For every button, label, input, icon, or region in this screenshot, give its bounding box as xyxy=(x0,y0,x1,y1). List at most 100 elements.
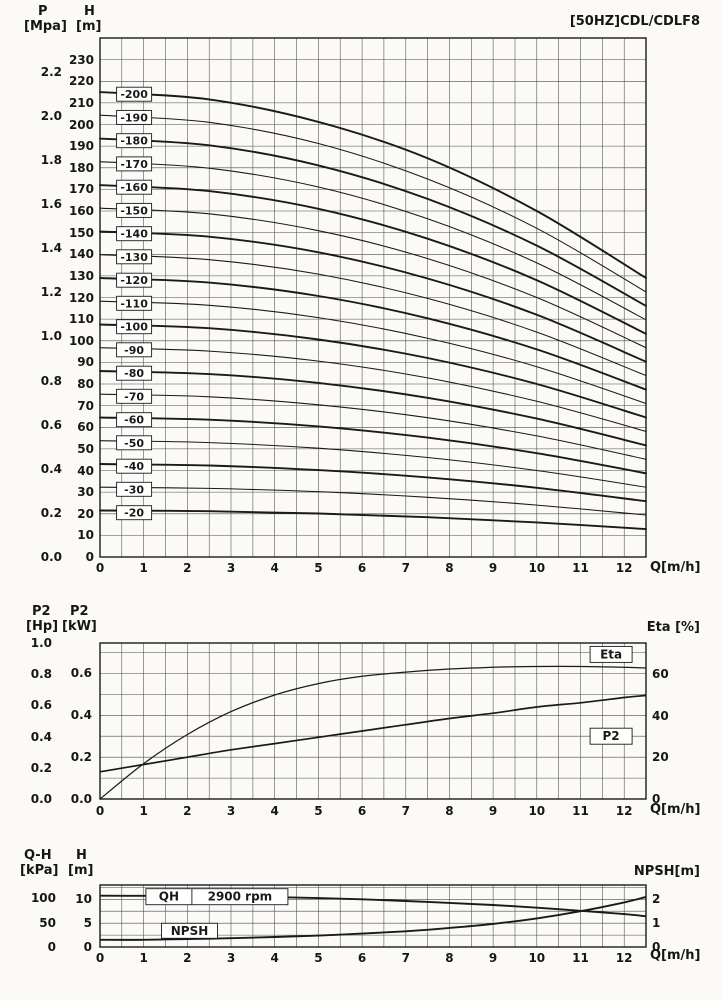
h-tick-label: 60 xyxy=(77,420,94,435)
q-tick-label-mid: 10 xyxy=(528,804,546,818)
h-tick-label: 0 xyxy=(85,550,94,564)
curve-eta xyxy=(99,665,647,800)
stage-label-150: -150 xyxy=(116,202,153,218)
power-grid xyxy=(100,643,646,799)
q-tick-label: 4 xyxy=(270,561,279,575)
h-tick-label: 200 xyxy=(68,117,94,132)
kpa-tick-label: 50 xyxy=(39,915,56,930)
q-tick-label-mid: 11 xyxy=(572,804,589,818)
h-tick-label: 130 xyxy=(68,268,94,283)
h-tick-label: 230 xyxy=(68,52,94,67)
svg-text:-110: -110 xyxy=(120,297,148,310)
p-tick-label: 1.2 xyxy=(40,285,62,300)
p-tick-label: 0.4 xyxy=(40,461,62,476)
h-tick-label: 20 xyxy=(77,506,94,521)
power-border xyxy=(99,642,647,800)
axis-title-p: P xyxy=(38,4,48,19)
svg-text:-140: -140 xyxy=(120,228,148,241)
svg-text:-100: -100 xyxy=(120,321,148,334)
eta-tick-label: 20 xyxy=(652,750,669,765)
axis-unit-hp: [Hp] xyxy=(26,619,59,634)
curve-stage-130 xyxy=(99,254,647,377)
h-tick-label: 110 xyxy=(68,312,94,327)
stage-label-80: -80 xyxy=(116,365,153,381)
h-tick-label: 30 xyxy=(77,485,94,500)
curve-stage-150 xyxy=(99,207,647,349)
axis-title-p2kw: P2 xyxy=(70,604,89,619)
axis-title-h2: H xyxy=(76,848,87,863)
p-tick-label: 0.8 xyxy=(40,373,62,388)
axis-title-eta: Eta [%] xyxy=(646,620,700,635)
q-tick-label-bottom: 3 xyxy=(226,951,236,965)
q-tick-label-mid: 8 xyxy=(445,804,454,818)
stage-label-180: -180 xyxy=(116,133,153,149)
curve-stage-50 xyxy=(99,440,647,488)
h-tick-label: 40 xyxy=(77,463,94,478)
curve-stage-100 xyxy=(99,323,647,419)
hp-tick-label: 0.0 xyxy=(30,792,52,806)
q-tick-label-bottom: 8 xyxy=(445,951,454,965)
q-tick-label: 0 xyxy=(95,561,105,575)
svg-text:-50: -50 xyxy=(124,437,144,450)
q-tick-label-mid: 9 xyxy=(488,804,498,818)
npsh-curve-label: NPSH xyxy=(161,922,218,939)
kw-tick-label: 0.6 xyxy=(70,666,92,681)
curve-stage-110 xyxy=(99,300,647,405)
svg-text:2900 rpm: 2900 rpm xyxy=(208,890,273,904)
svg-text:P2: P2 xyxy=(603,729,620,743)
hm-tick-label: 10 xyxy=(75,892,92,907)
x-axis-unit-bottom: Q[m/h] xyxy=(650,948,701,963)
hm-tick-label: 5 xyxy=(83,916,92,931)
h-tick-label: 220 xyxy=(68,74,94,89)
eta-tick-label: 0 xyxy=(652,792,661,806)
q-tick-label-mid: 7 xyxy=(401,804,410,818)
h-tick-label: 50 xyxy=(77,441,94,456)
curve-stage-70 xyxy=(99,393,647,460)
p-tick-label: 1.0 xyxy=(40,329,62,344)
q-tick-label: 1 xyxy=(139,561,148,575)
p-tick-label: 1.6 xyxy=(40,197,62,212)
h-tick-label: 90 xyxy=(77,355,94,370)
kw-tick-label: 0.0 xyxy=(70,792,92,806)
h-tick-label: 210 xyxy=(68,95,94,110)
q-tick-label-bottom: 4 xyxy=(270,951,279,965)
curve-stage-90 xyxy=(99,347,647,432)
q-tick-label: 3 xyxy=(226,561,236,575)
svg-text:-90: -90 xyxy=(124,344,144,357)
q-tick-label-mid: 4 xyxy=(270,804,279,818)
stage-label-190: -190 xyxy=(116,109,153,125)
curve-npsh xyxy=(99,895,647,941)
q-tick-label: 2 xyxy=(183,561,192,575)
q-tick-label-bottom: 10 xyxy=(528,951,546,965)
h-tick-label: 170 xyxy=(68,182,94,197)
axis-unit-kw: [kW] xyxy=(62,619,97,634)
x-axis-unit-top: Q[m/h] xyxy=(650,560,701,575)
hp-tick-label: 0.4 xyxy=(30,729,52,744)
q-tick-label-bottom: 12 xyxy=(615,951,633,965)
stage-label-40: -40 xyxy=(116,458,153,474)
q-tick-label-bottom: 7 xyxy=(401,951,410,965)
q-tick-label-mid: 1 xyxy=(139,804,148,818)
svg-text:-200: -200 xyxy=(120,88,148,101)
q-tick-label: 5 xyxy=(314,561,323,575)
h-tick-label: 10 xyxy=(77,528,94,543)
q-tick-label-bottom: 11 xyxy=(572,951,589,965)
q-tick-label: 11 xyxy=(572,561,589,575)
h-tick-label: 80 xyxy=(77,377,94,391)
h-tick-label: 160 xyxy=(68,204,94,218)
stage-label-170: -170 xyxy=(116,156,153,172)
stage-label-100: -100 xyxy=(116,319,153,335)
axis-title-npsh: NPSH[m] xyxy=(633,864,700,879)
axis-title-p2hp: P2 xyxy=(32,604,51,619)
q-tick-label-bottom: 6 xyxy=(357,951,367,965)
stage-label-140: -140 xyxy=(116,226,153,242)
q-tick-label-mid: 5 xyxy=(314,804,323,818)
chart-title: [50HZ]CDL/CDLF8 xyxy=(569,14,700,29)
curve-stage-30 xyxy=(99,486,647,516)
kw-tick-label: 0.2 xyxy=(70,750,92,765)
stage-label-160: -160 xyxy=(116,179,153,195)
eta-tick-label: 40 xyxy=(652,708,669,723)
axis-unit-kpa: [kPa] xyxy=(20,863,59,878)
axis-unit-m2: [m] xyxy=(68,863,94,878)
q-tick-label-mid: 6 xyxy=(357,804,367,818)
